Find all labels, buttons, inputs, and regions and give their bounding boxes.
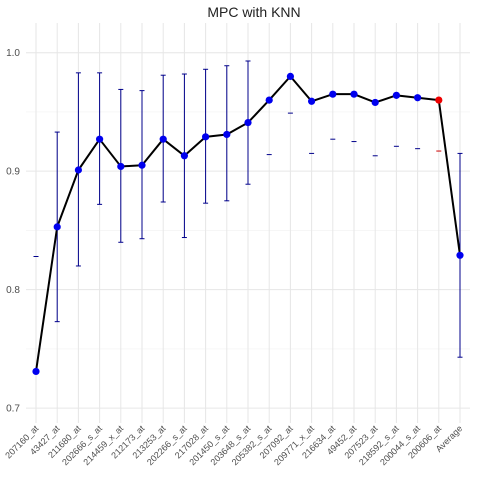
y-tick-label: 0.9 [6,167,20,178]
y-tick-label: 0.7 [6,404,20,415]
data-point [180,152,188,160]
data-point [32,367,40,376]
data-point [117,162,125,171]
data-point [350,90,358,98]
chart-title: MPC with KNN [207,4,300,20]
data-point [286,72,294,80]
data-point [74,166,82,174]
data-point [371,98,379,107]
data-point [202,133,210,141]
data-point [456,251,464,259]
data-point [96,135,104,143]
data-point [53,223,61,231]
data-point [159,135,167,143]
data-point [265,96,273,104]
data-point [244,119,252,127]
data-point [329,90,337,98]
data-point [308,97,316,105]
data-point [138,161,146,169]
data-point [223,130,231,139]
x-axis-ticks: 207160_at43427_at211680_at202666_s_at214… [3,423,464,467]
y-tick-label: 1.0 [6,48,20,59]
data-point [414,94,422,102]
data-point [392,91,400,99]
y-axis-ticks: 0.7 0.8 0.9 1.0 [6,48,20,414]
data-points [32,72,464,376]
y-tick-label: 0.8 [6,285,20,296]
data-point-highlight [435,96,443,104]
